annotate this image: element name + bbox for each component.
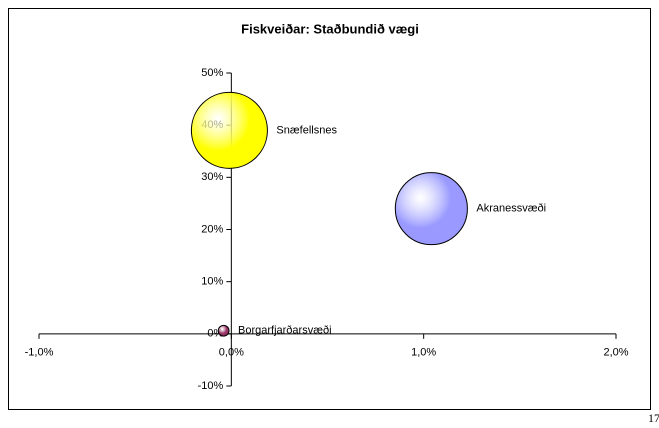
x-tick-label: 2,0% [603, 347, 628, 359]
y-tick-label: 30% [201, 171, 223, 183]
y-tick-label: 20% [201, 223, 223, 235]
y-tick-label: 10% [201, 276, 223, 288]
chart-frame [8, 8, 651, 410]
y-tick-label: 50% [201, 67, 223, 79]
bubble [217, 324, 230, 337]
bubble-label: Snæfellsnes [276, 124, 337, 136]
bubble-label: Borgarfjarðarsvæði [238, 325, 332, 337]
bubble-label: Akranessvæði [476, 203, 546, 215]
x-tick-label: 0,0% [219, 347, 244, 359]
page-number: 17 [648, 411, 659, 425]
y-tick-label: -10% [198, 380, 224, 392]
x-tick-label: -1,0% [25, 347, 54, 359]
x-tick-label: 1,0% [411, 347, 436, 359]
bubble [190, 91, 268, 169]
chart-title: Fiskveiðar: Staðbundið vægi [241, 21, 419, 36]
bubble [394, 172, 468, 246]
